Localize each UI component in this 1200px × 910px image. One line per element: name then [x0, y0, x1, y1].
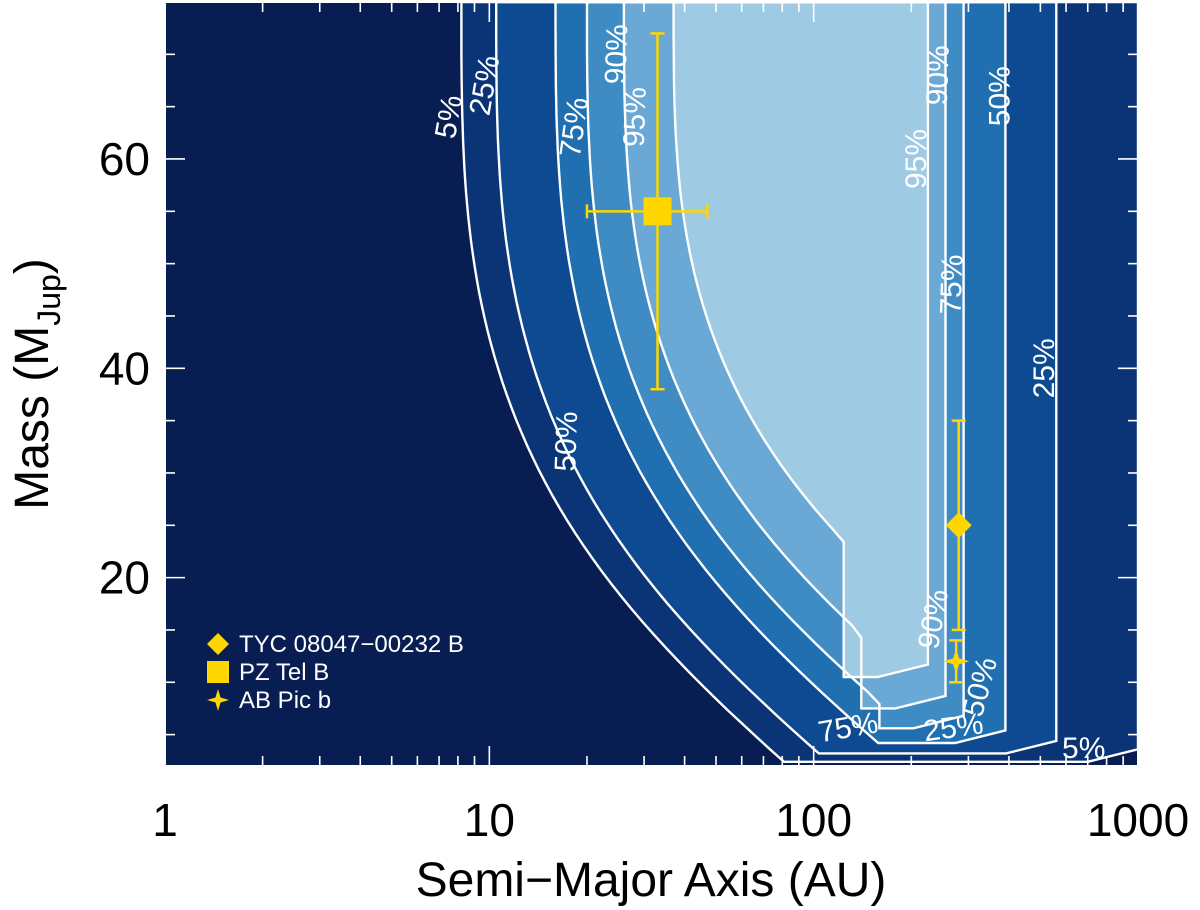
- data-marker-square: [643, 197, 672, 226]
- contour-label: 50%: [549, 411, 584, 472]
- legend-marker-square: [207, 661, 229, 683]
- legend-label: TYC 08047−00232 B: [239, 631, 464, 658]
- x-tick-label: 1000: [1087, 794, 1189, 846]
- data-marker-diamond: [945, 512, 972, 539]
- data-marker-star: [943, 648, 970, 675]
- y-tick-label: 60: [99, 133, 150, 185]
- y-axis-title-subscript: Jup: [31, 274, 67, 326]
- x-axis-title: Semi−Major Axis (AU): [416, 854, 887, 907]
- legend: TYC 08047−00232 BPZ Tel BAB Pic b: [207, 631, 464, 714]
- contour-regions: [461, 2, 1138, 762]
- y-axis-title: Mass (MJup): [6, 258, 67, 510]
- data-point-square: [585, 32, 709, 391]
- plot-area: 5%25%75%90%95%50%95%90% 50%75%25%90%50%75…: [165, 2, 1138, 766]
- legend-label: AB Pic b: [239, 687, 331, 714]
- contour-label: 75%: [934, 254, 969, 315]
- legend-marker-star: [207, 689, 229, 711]
- plot-frame: [164, 1, 1139, 767]
- x-tick-label: 100: [775, 794, 852, 846]
- contour-label: 90%: [599, 24, 634, 85]
- contour-lines: [460, 2, 1138, 763]
- contour-label: 25%: [1028, 338, 1061, 398]
- x-tick-label: 10: [464, 794, 515, 846]
- legend-marker-diamond: [207, 633, 229, 655]
- contour-label: 95%: [618, 86, 653, 147]
- contour-label: 90%: [921, 45, 956, 106]
- contour-label: 95%: [900, 129, 933, 189]
- contour-line-75: [585, 2, 965, 730]
- contour-line-5: [460, 2, 1138, 763]
- axis-ticks: [164, 1, 1138, 766]
- x-tick-label: 1: [152, 794, 178, 846]
- contour-line-25: [495, 2, 1058, 755]
- y-axis-title-main: Mass (M: [6, 326, 59, 510]
- legend-label: PZ Tel B: [239, 659, 329, 686]
- contour-label: 5%: [429, 93, 469, 141]
- contour-line-50: [554, 2, 1007, 745]
- contour-line-90: [622, 2, 947, 710]
- tick-labels: 1 10 100 1000 20 40 60: [99, 133, 1189, 846]
- data-points: [585, 32, 972, 684]
- data-point-star: [943, 639, 970, 684]
- y-tick-label: 20: [99, 552, 150, 604]
- y-axis-title-close: ): [6, 258, 59, 274]
- contour-region-95: [673, 2, 928, 677]
- contour-label: 5%: [1062, 732, 1105, 765]
- y-tick-label: 40: [99, 342, 150, 394]
- contour-line-95: [672, 2, 930, 679]
- data-point-diamond: [945, 419, 972, 632]
- contour-label: 50%: [984, 66, 1017, 126]
